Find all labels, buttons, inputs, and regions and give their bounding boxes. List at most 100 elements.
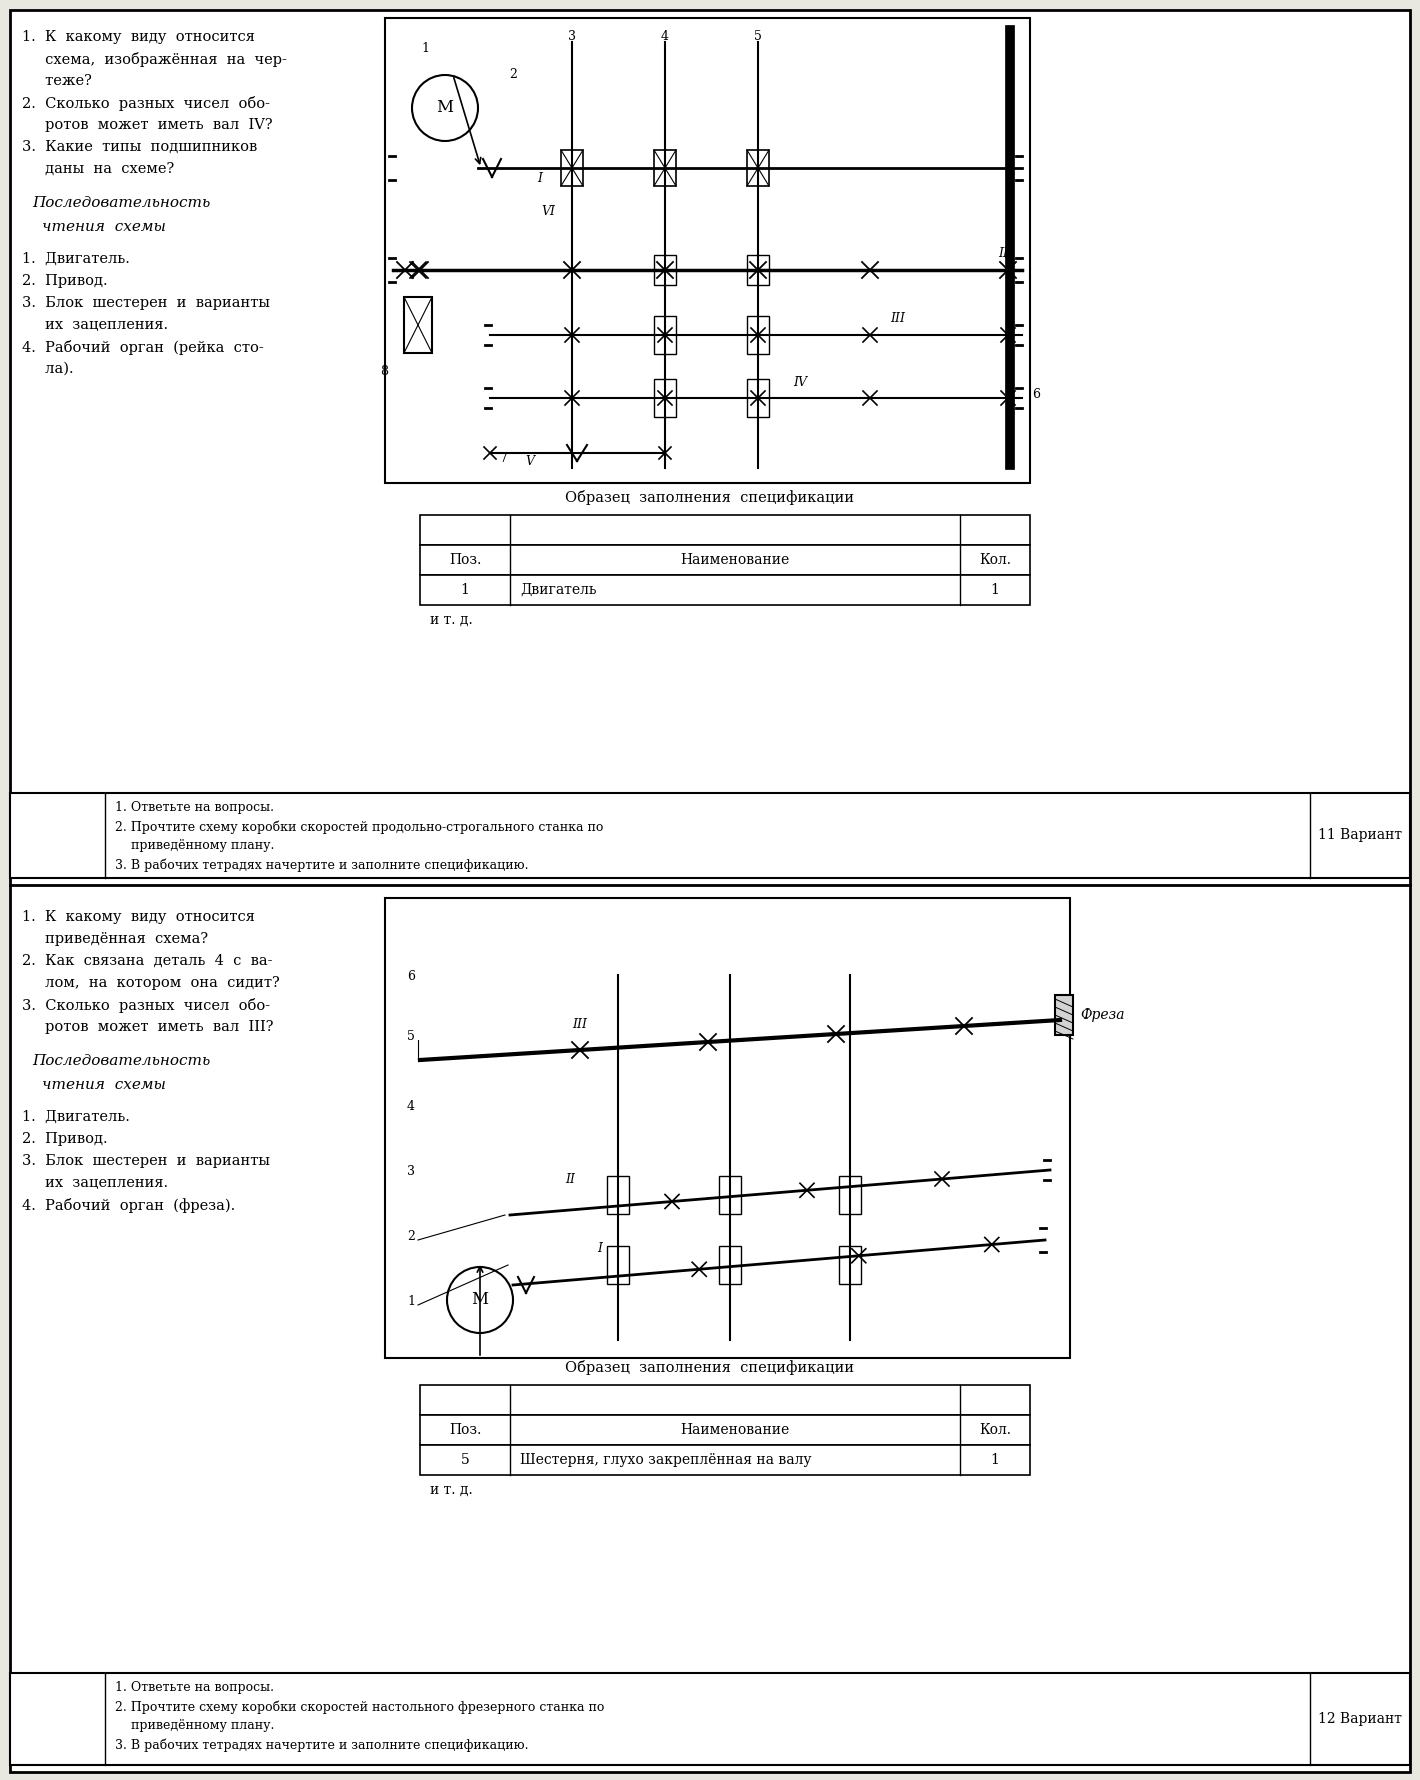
Text: 1: 1 (460, 584, 470, 596)
Bar (839, 1246, 861, 1283)
Text: теже?: теже? (21, 75, 92, 87)
Text: 4: 4 (660, 30, 669, 43)
Text: 1: 1 (991, 1452, 1000, 1467)
Text: 1.  Двигатель.: 1. Двигатель. (21, 1111, 129, 1123)
Text: 1: 1 (420, 43, 429, 55)
Text: 4.  Рабочий  орган  (фреза).: 4. Рабочий орган (фреза). (21, 1198, 236, 1212)
Bar (606, 1246, 629, 1283)
Text: 3.  Сколько  разных  чисел  обо-: 3. Сколько разных чисел обо- (21, 999, 270, 1013)
Bar (420, 1415, 1030, 1445)
Bar (10, 794, 1410, 878)
Text: Последовательность: Последовательность (33, 1054, 210, 1068)
Text: Фреза: Фреза (1081, 1007, 1125, 1022)
Text: IV: IV (792, 376, 807, 390)
Bar (10, 1673, 1410, 1766)
Text: III: III (890, 312, 905, 326)
Text: 8: 8 (381, 365, 388, 377)
Bar (747, 379, 770, 417)
Text: приведённая  схема?: приведённая схема? (21, 933, 209, 945)
Text: 1: 1 (408, 1296, 415, 1308)
Text: 7: 7 (500, 452, 508, 465)
Text: 4: 4 (408, 1100, 415, 1112)
Text: Наименование: Наименование (680, 554, 790, 568)
Bar (420, 514, 1030, 545)
Bar (405, 297, 432, 352)
Bar (655, 317, 676, 354)
Text: 3: 3 (568, 30, 577, 43)
Text: Образец  заполнения  спецификации: Образец заполнения спецификации (565, 490, 855, 506)
Bar (719, 1177, 741, 1214)
Circle shape (447, 1267, 513, 1333)
Text: 12 Вариант: 12 Вариант (1318, 1712, 1402, 1727)
Text: Поз.: Поз. (449, 554, 481, 568)
Text: Поз.: Поз. (449, 1422, 481, 1436)
Text: V: V (525, 456, 534, 468)
Text: 6: 6 (1032, 388, 1039, 401)
Text: Шестерня, глухо закреплённая на валу: Шестерня, глухо закреплённая на валу (520, 1452, 811, 1467)
Text: даны  на  схеме?: даны на схеме? (21, 162, 175, 176)
Bar (385, 18, 1030, 482)
Text: 2.  Сколько  разных  чисел  обо-: 2. Сколько разных чисел обо- (21, 96, 270, 110)
Text: и т. д.: и т. д. (430, 1483, 473, 1497)
Text: 2.  Привод.: 2. Привод. (21, 274, 108, 288)
Text: VI: VI (541, 205, 555, 217)
Text: 1.  Двигатель.: 1. Двигатель. (21, 253, 129, 265)
Text: 2. Прочтите схему коробки скоростей настольного фрезерного станка по: 2. Прочтите схему коробки скоростей наст… (115, 1700, 605, 1714)
Text: II: II (998, 247, 1008, 260)
Text: Кол.: Кол. (978, 554, 1011, 568)
Text: 2.  Привод.: 2. Привод. (21, 1132, 108, 1146)
Text: I: I (598, 1242, 602, 1255)
Text: приведённому плану.: приведённому плану. (115, 1719, 274, 1732)
Text: 3.  Блок  шестерен  и  варианты: 3. Блок шестерен и варианты (21, 295, 270, 310)
Bar (747, 317, 770, 354)
Text: 2.  Как  связана  деталь  4  с  ва-: 2. Как связана деталь 4 с ва- (21, 954, 273, 968)
Bar (420, 1385, 1030, 1415)
Bar (747, 255, 770, 285)
Text: 1.  К  какому  виду  относится: 1. К какому виду относится (21, 30, 254, 44)
Bar (385, 897, 1071, 1358)
Text: Кол.: Кол. (978, 1422, 1011, 1436)
Text: ла).: ла). (21, 361, 74, 376)
Text: М: М (436, 100, 453, 116)
Text: 4.  Рабочий  орган  (рейка  сто-: 4. Рабочий орган (рейка сто- (21, 340, 264, 354)
Bar (420, 545, 1030, 575)
Text: 11 Вариант: 11 Вариант (1318, 828, 1402, 842)
Bar (839, 1177, 861, 1214)
Text: 5: 5 (460, 1452, 470, 1467)
Text: их  зацепления.: их зацепления. (21, 1177, 168, 1191)
Bar (606, 1177, 629, 1214)
Text: 5: 5 (754, 30, 763, 43)
Text: II: II (565, 1173, 575, 1185)
Text: III: III (572, 1018, 588, 1031)
Text: ротов  может  иметь  вал  III?: ротов может иметь вал III? (21, 1020, 274, 1034)
Text: их  зацепления.: их зацепления. (21, 319, 168, 333)
Text: 2. Прочтите схему коробки скоростей продольно-строгального станка по: 2. Прочтите схему коробки скоростей прод… (115, 821, 604, 833)
Text: чтения  схемы: чтения схемы (43, 1079, 166, 1091)
Text: 1.  К  какому  виду  относится: 1. К какому виду относится (21, 910, 254, 924)
Text: 1. Ответьте на вопросы.: 1. Ответьте на вопросы. (115, 801, 274, 813)
Text: 1. Ответьте на вопросы.: 1. Ответьте на вопросы. (115, 1680, 274, 1695)
Bar (420, 575, 1030, 605)
Text: ротов  может  иметь  вал  IV?: ротов может иметь вал IV? (21, 117, 273, 132)
Text: 3. В рабочих тетрадях начертите и заполните спецификацию.: 3. В рабочих тетрадях начертите и заполн… (115, 858, 528, 872)
Text: лом,  на  котором  она  сидит?: лом, на котором она сидит? (21, 975, 280, 990)
Bar (655, 150, 676, 185)
Bar (1055, 995, 1074, 1034)
Text: схема,  изображённая  на  чер-: схема, изображённая на чер- (21, 52, 287, 68)
Text: 2: 2 (508, 68, 517, 82)
Text: 6: 6 (408, 970, 415, 983)
Text: Двигатель: Двигатель (520, 584, 596, 596)
Text: М: М (471, 1292, 488, 1308)
Text: Наименование: Наименование (680, 1422, 790, 1436)
Text: и т. д.: и т. д. (430, 612, 473, 627)
Bar (655, 255, 676, 285)
Text: Последовательность: Последовательность (33, 196, 210, 210)
Text: 3. В рабочих тетрадях начертите и заполните спецификацию.: 3. В рабочих тетрадях начертите и заполн… (115, 1737, 528, 1752)
Text: 3.  Какие  типы  подшипников: 3. Какие типы подшипников (21, 141, 257, 155)
Bar (420, 1445, 1030, 1476)
Text: I: I (538, 173, 542, 185)
Text: 3.  Блок  шестерен  и  варианты: 3. Блок шестерен и варианты (21, 1153, 270, 1168)
Bar (655, 379, 676, 417)
Bar (719, 1246, 741, 1283)
Text: приведённому плану.: приведённому плану. (115, 838, 274, 853)
